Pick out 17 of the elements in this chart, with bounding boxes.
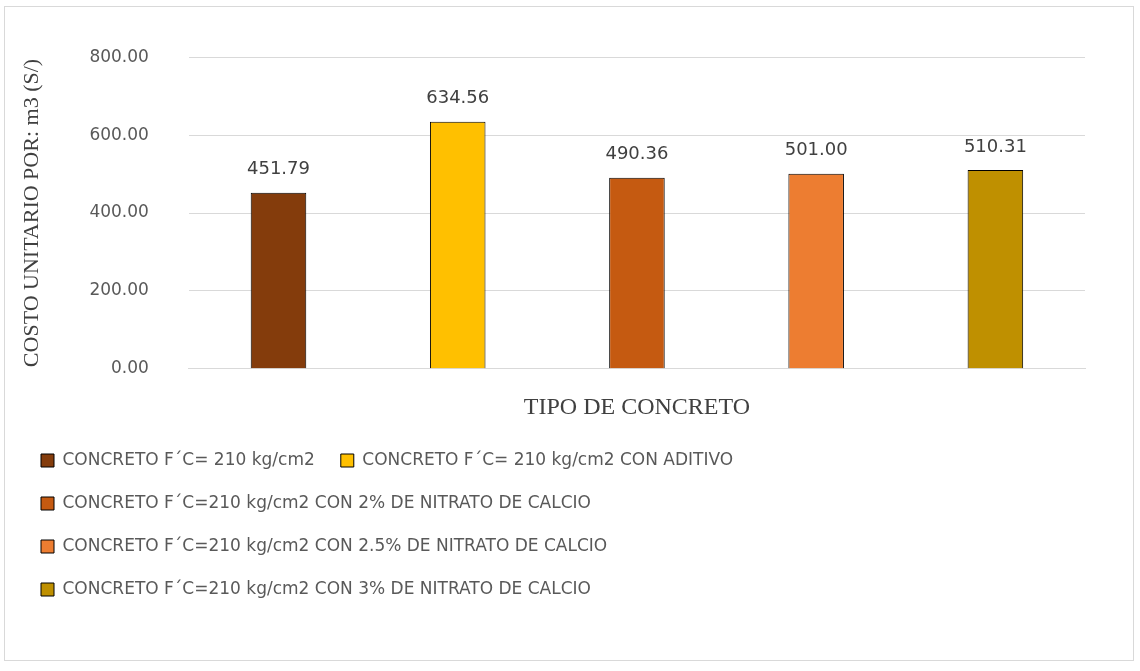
data-label: 634.56 xyxy=(426,86,490,108)
y-tick-label: 0.00 xyxy=(111,357,149,378)
legend-label: CONCRETO F´C= 210 kg/cm2 CON ADITIVO xyxy=(362,448,734,469)
y-tick-label: 400.00 xyxy=(89,201,149,222)
data-label: 451.79 xyxy=(247,157,310,179)
legend-label: CONCRETO F´C= 210 kg/cm2 xyxy=(62,448,315,469)
y-axis-title: COSTO UNITARIO POR: m3 (S/) xyxy=(17,58,43,368)
legend-label: CONCRETO F´C=210 kg/cm2 CON 2.5% DE NITRATO DE CALCIO xyxy=(62,534,608,555)
data-label: 501.00 xyxy=(784,138,848,160)
legend-label: CONCRETO F´C=210 kg/cm2 CON 2% DE NITRATO DE CALCIO xyxy=(62,491,591,512)
legend-label: CONCRETO F´C=210 kg/cm2 CON 3% DE NITRATO DE CALCIO xyxy=(62,577,591,598)
data-label: 510.31 xyxy=(963,134,1027,156)
y-tick-label: 600.00 xyxy=(89,123,149,144)
x-axis-title: TIPO DE CONCRETO xyxy=(523,392,751,419)
data-label: 490.36 xyxy=(605,142,669,164)
y-tick-label: 200.00 xyxy=(89,279,149,300)
y-tick-label: 800.00 xyxy=(89,45,149,66)
